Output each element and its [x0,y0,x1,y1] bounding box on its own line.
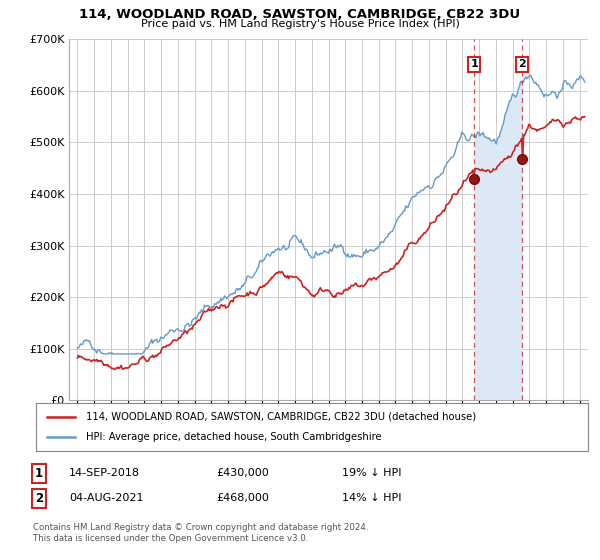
Text: HPI: Average price, detached house, South Cambridgeshire: HPI: Average price, detached house, Sout… [86,432,382,442]
Text: 19% ↓ HPI: 19% ↓ HPI [342,468,401,478]
Text: £430,000: £430,000 [216,468,269,478]
Text: 14-SEP-2018: 14-SEP-2018 [69,468,140,478]
Text: Contains HM Land Registry data © Crown copyright and database right 2024.
This d: Contains HM Land Registry data © Crown c… [33,524,368,543]
Text: 1: 1 [35,466,43,480]
Text: Price paid vs. HM Land Registry's House Price Index (HPI): Price paid vs. HM Land Registry's House … [140,19,460,29]
Text: 1: 1 [470,59,478,69]
Text: 2: 2 [35,492,43,505]
Text: 114, WOODLAND ROAD, SAWSTON, CAMBRIDGE, CB22 3DU (detached house): 114, WOODLAND ROAD, SAWSTON, CAMBRIDGE, … [86,412,476,422]
Text: 114, WOODLAND ROAD, SAWSTON, CAMBRIDGE, CB22 3DU: 114, WOODLAND ROAD, SAWSTON, CAMBRIDGE, … [79,8,521,21]
Text: 2: 2 [518,59,526,69]
Text: £468,000: £468,000 [216,493,269,503]
Text: 04-AUG-2021: 04-AUG-2021 [69,493,143,503]
Text: 14% ↓ HPI: 14% ↓ HPI [342,493,401,503]
